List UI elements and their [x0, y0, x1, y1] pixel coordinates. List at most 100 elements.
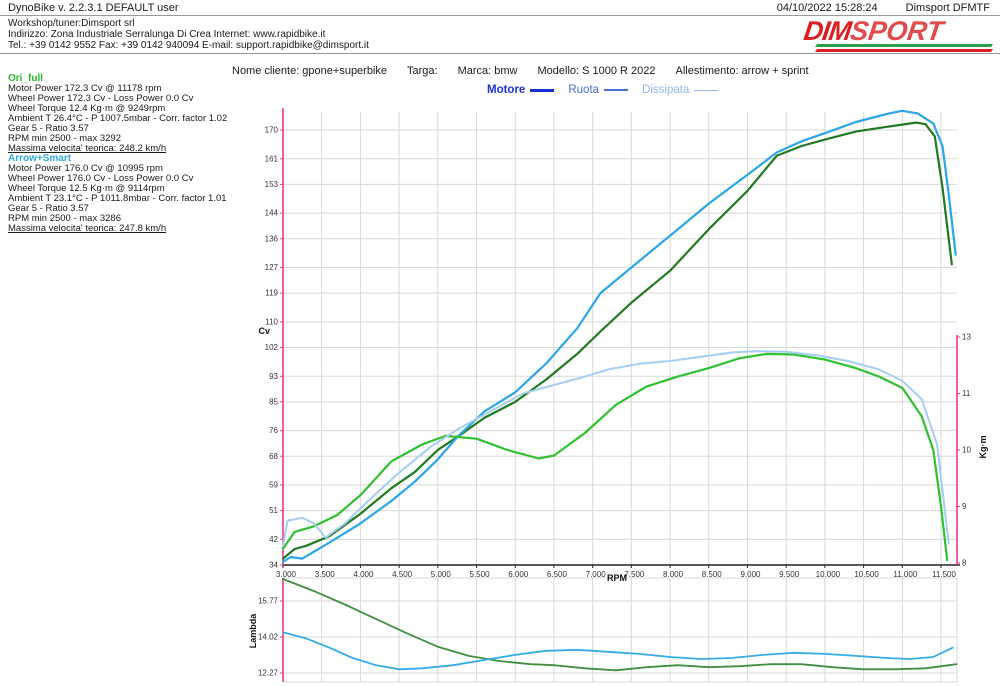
- spec-line: Ambient T 23.1°C - P 1011.8mbar - Corr. …: [8, 193, 227, 204]
- run-title: Arrow+Smart: [8, 153, 72, 164]
- workshop-block: Workshop/tuner:Dimsport srl Indirizzo: Z…: [8, 18, 369, 51]
- main-chart-gridlines: [282, 112, 958, 683]
- workshop-line: Workshop/tuner:Dimsport srl: [8, 18, 135, 29]
- spec-line: Ambient T 26.4°C - P 1007.5mbar - Corr. …: [8, 113, 228, 124]
- curve-ori-power: [281, 121, 953, 560]
- lambda-tick-label: 15.77: [258, 597, 279, 606]
- rpm-tick-label: 7.500: [624, 570, 645, 579]
- workshop-line: Indirizzo: Zona Industriale Serralunga D…: [8, 29, 326, 40]
- legend-label: Ruota: [568, 84, 600, 96]
- lambda-tick-label: 14.02: [258, 633, 279, 642]
- cv-tick-label: 144: [265, 209, 279, 218]
- cv-tick-label: 127: [265, 263, 279, 272]
- spec-line: Massima velocita' teorica: 248.2 km/h: [8, 143, 167, 154]
- legend-line-swatch: [530, 88, 555, 92]
- spec-line: Wheel Power 172.3 Cv - Loss Power 0.0 Cv: [8, 93, 194, 104]
- cv-tick-label: 161: [265, 154, 279, 163]
- title-bar: DynoBike v. 2.2.3.1 DEFAULT user 04/10/2…: [8, 2, 990, 14]
- run-panel-arrow-smart: Arrow+Smart Motor Power 176.0 Cv @ 10995 …: [8, 154, 248, 234]
- cv-tick-label: 68: [269, 452, 278, 461]
- curve-arrow-torque: [282, 350, 950, 547]
- run-panel-ori-full: Ori_full Motor Power 172.3 Cv @ 11178 rpm…: [8, 74, 248, 154]
- title-bar-right: 04/10/2022 15:28:24 Dimsport DFMTF: [777, 2, 990, 14]
- cv-tick-label: 110: [265, 317, 278, 326]
- rpm-tick-label: 9.000: [740, 570, 761, 579]
- curve-arrow-power: [281, 109, 957, 563]
- spec-line: Motor Power 172.3 Cv @ 11178 rpm: [8, 83, 162, 94]
- divider-bottom: [0, 53, 1000, 54]
- rpm-tick-label: 5.500: [470, 570, 491, 579]
- client-info-segment: Modello: S 1000 R 2022: [537, 65, 656, 77]
- cv-tick-label: 136: [265, 234, 279, 243]
- rpm-tick-label: 4.000: [353, 570, 374, 579]
- spec-line: Gear 5 - Ratio 3.57: [8, 203, 89, 214]
- cv-tick-label: 170: [265, 126, 279, 135]
- cv-tick-label: 34: [269, 561, 278, 570]
- legend-item-ruota: Ruota: [568, 84, 629, 96]
- rpm-tick-label: 3.500: [315, 570, 336, 579]
- client-info-segment: Nome cliente: gpone+superbike: [232, 65, 388, 77]
- spec-line: RPM min 2500 - max 3292: [8, 133, 121, 144]
- datetime: 04/10/2022 15:28:24: [776, 2, 878, 14]
- rpm-tick-label: 4.500: [392, 570, 413, 579]
- divider-top: [0, 15, 1000, 16]
- client-info-segment: Targa:: [407, 65, 438, 77]
- legend-item-dissipata: Dissipata: [642, 84, 719, 96]
- axis-ticks: 1701611531441361271191101029385766859514…: [258, 126, 971, 678]
- cv-tick-label: 42: [269, 535, 278, 544]
- torque-axis-title: Kg·m: [978, 436, 988, 459]
- rpm-tick-label: 9.500: [779, 570, 800, 579]
- torque-tick-label: 8: [962, 559, 967, 568]
- cv-axis-title: Cv: [258, 326, 270, 336]
- cv-tick-label: 153: [265, 180, 279, 189]
- rpm-tick-label: 7.000: [586, 570, 607, 579]
- spec-line: RPM min 2500 - max 3286: [8, 213, 121, 224]
- legend-line-swatch: [694, 89, 719, 91]
- rpm-tick-label: 10.000: [816, 570, 841, 579]
- rpm-tick-label: 11.500: [932, 570, 956, 579]
- legend-line-swatch: [604, 89, 629, 91]
- run-title: Ori_full: [8, 73, 44, 84]
- rpm-tick-label: 8.000: [663, 570, 684, 579]
- torque-tick-label: 13: [962, 333, 971, 342]
- cv-tick-label: 51: [269, 506, 278, 515]
- client-info-segment: Marca: bmw: [457, 65, 518, 77]
- rpm-tick-label: 8.500: [702, 570, 723, 579]
- legend-label: Motore: [487, 84, 526, 96]
- cv-tick-label: 102: [265, 343, 279, 352]
- curve-ori-lambda: [282, 578, 958, 672]
- spec-line: Gear 5 - Ratio 3.57: [8, 123, 89, 134]
- app-title: DynoBike v. 2.2.3.1 DEFAULT user: [8, 2, 179, 14]
- spec-line: Wheel Torque 12.5 Kg·m @ 9114rpm: [8, 183, 165, 194]
- rpm-axis-title: RPM: [607, 573, 627, 583]
- torque-tick-label: 11: [962, 389, 971, 398]
- client-info-segment: Allestimento: arrow + sprint: [675, 65, 809, 77]
- torque-tick-label: 10: [962, 446, 971, 455]
- legend-label: Dissipata: [642, 84, 690, 96]
- curve-ori-torque: [281, 352, 949, 562]
- cv-tick-label: 119: [265, 289, 278, 298]
- rpm-tick-label: 11.000: [893, 570, 917, 579]
- workshop-line: Tel.: +39 0142 9552 Fax: +39 0142 940094…: [8, 40, 369, 51]
- rpm-tick-label: 10.500: [854, 570, 879, 579]
- axis-titles: Cv Kg·m RPM Lambda: [248, 326, 988, 648]
- spec-line: Motor Power 176.0 Cv @ 10995 rpm: [8, 163, 163, 174]
- cv-tick-label: 59: [269, 481, 278, 490]
- spec-line: Wheel Power 176.0 Cv - Loss Power 0.0 Cv: [8, 173, 194, 184]
- torque-tick-label: 9: [962, 502, 967, 511]
- lambda-axis-title: Lambda: [248, 613, 258, 649]
- operator: Dimsport DFMTF: [905, 2, 990, 14]
- curve-arrow-lambda: [282, 631, 954, 671]
- rpm-tick-label: 5.000: [431, 570, 452, 579]
- client-info-bar: Nome cliente: gpone+superbike Targa: Marca…: [232, 65, 809, 77]
- rpm-tick-label: 6.500: [547, 570, 568, 579]
- cv-tick-label: 85: [269, 397, 278, 406]
- spec-line: Wheel Torque 12.4 Kg·m @ 9249rpm: [8, 103, 166, 114]
- cv-tick-label: 93: [269, 372, 278, 381]
- chart-legend: Motore Ruota Dissipata: [487, 84, 719, 96]
- cv-tick-label: 76: [269, 426, 278, 435]
- spec-line: Massima velocita' teorica: 247.8 km/h: [8, 223, 167, 234]
- legend-item-motore: Motore: [487, 84, 555, 96]
